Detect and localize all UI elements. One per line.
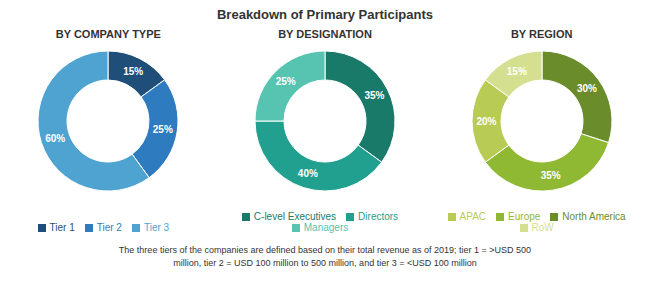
html-text:Managers: Managers bbox=[303, 222, 349, 233]
svg-text:35%: 35% bbox=[540, 170, 560, 181]
html-text:RoW: RoW bbox=[531, 222, 554, 233]
html-text:Directors: Directors bbox=[358, 211, 399, 222]
svg-text:15%: 15% bbox=[124, 66, 144, 77]
svg-text:25%: 25% bbox=[276, 76, 296, 87]
html-text:Breakdown of Primary Participa: Breakdown of Primary Participants bbox=[217, 7, 433, 22]
svg-text:25%: 25% bbox=[153, 124, 173, 135]
html-text:Tier 2: Tier 2 bbox=[96, 222, 122, 233]
html-text:BY COMPANY TYPE: BY COMPANY TYPE bbox=[55, 28, 161, 40]
svg-text:60%: 60% bbox=[46, 133, 66, 144]
html-text:Europe: Europe bbox=[508, 211, 541, 222]
svg-text:20%: 20% bbox=[476, 116, 496, 127]
svg-text:30%: 30% bbox=[577, 83, 597, 94]
svg-text:40%: 40% bbox=[298, 168, 318, 179]
svg-text:15%: 15% bbox=[506, 66, 526, 77]
html-text:Tier 1: Tier 1 bbox=[49, 222, 75, 233]
html-text:APAC: APAC bbox=[459, 211, 487, 222]
html-text:North America: North America bbox=[562, 211, 626, 222]
html-text:The three tiers of the compani: The three tiers of the companies are def… bbox=[118, 245, 532, 255]
html-text:C-level Executives: C-level Executives bbox=[253, 211, 337, 222]
html-text:million, tier 2 = USD 100 mill: million, tier 2 = USD 100 million to 500… bbox=[173, 258, 477, 268]
html-text:BY DESIGNATION: BY DESIGNATION bbox=[278, 28, 372, 40]
html-text:Tier 3: Tier 3 bbox=[143, 222, 170, 233]
svg-text:35%: 35% bbox=[364, 90, 384, 101]
html-text:BY REGION: BY REGION bbox=[510, 28, 573, 40]
